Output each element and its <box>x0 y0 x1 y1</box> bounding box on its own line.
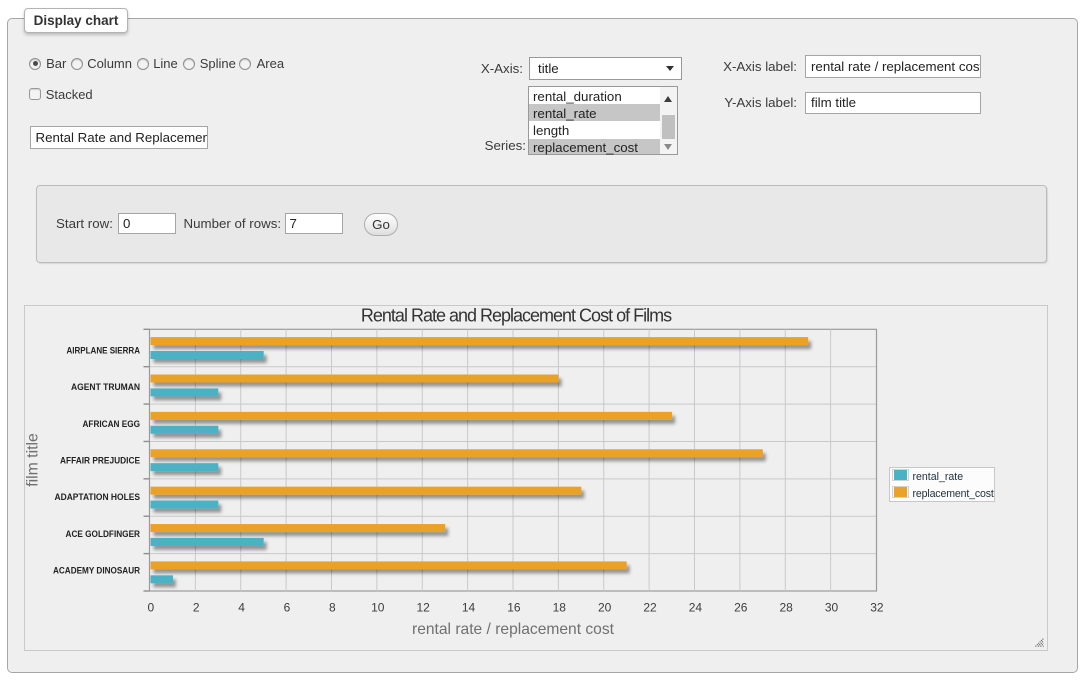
svg-text:28: 28 <box>779 601 793 615</box>
svg-text:ACADEMY DINOSAUR: ACADEMY DINOSAUR <box>53 566 140 576</box>
svg-text:Rental Rate and Replacement Co: Rental Rate and Replacement Cost of Film… <box>361 306 672 326</box>
svg-text:24: 24 <box>689 601 703 615</box>
svg-text:30: 30 <box>825 601 839 615</box>
svg-text:4: 4 <box>238 601 245 615</box>
svg-text:6: 6 <box>284 601 291 615</box>
svg-text:10: 10 <box>371 601 385 615</box>
svg-text:film title: film title <box>25 433 42 487</box>
svg-text:0: 0 <box>148 601 155 615</box>
svg-text:32: 32 <box>870 601 884 615</box>
svg-text:AGENT TRUMAN: AGENT TRUMAN <box>71 382 140 392</box>
svg-text:14: 14 <box>462 601 476 615</box>
svg-text:AIRPLANE SIERRA: AIRPLANE SIERRA <box>67 345 141 355</box>
svg-text:ADAPTATION HOLES: ADAPTATION HOLES <box>55 492 141 502</box>
svg-text:18: 18 <box>553 601 567 615</box>
svg-text:AFRICAN EGG: AFRICAN EGG <box>83 419 141 429</box>
svg-text:20: 20 <box>598 601 612 615</box>
svg-text:8: 8 <box>329 601 336 615</box>
svg-text:AFFAIR PREJUDICE: AFFAIR PREJUDICE <box>60 456 140 466</box>
svg-text:ACE GOLDFINGER: ACE GOLDFINGER <box>66 529 141 539</box>
svg-text:22: 22 <box>643 601 657 615</box>
svg-text:26: 26 <box>734 601 748 615</box>
svg-text:16: 16 <box>507 601 521 615</box>
svg-text:rental rate / replacement cost: rental rate / replacement cost <box>412 621 615 638</box>
svg-text:2: 2 <box>193 601 200 615</box>
svg-text:12: 12 <box>416 601 430 615</box>
